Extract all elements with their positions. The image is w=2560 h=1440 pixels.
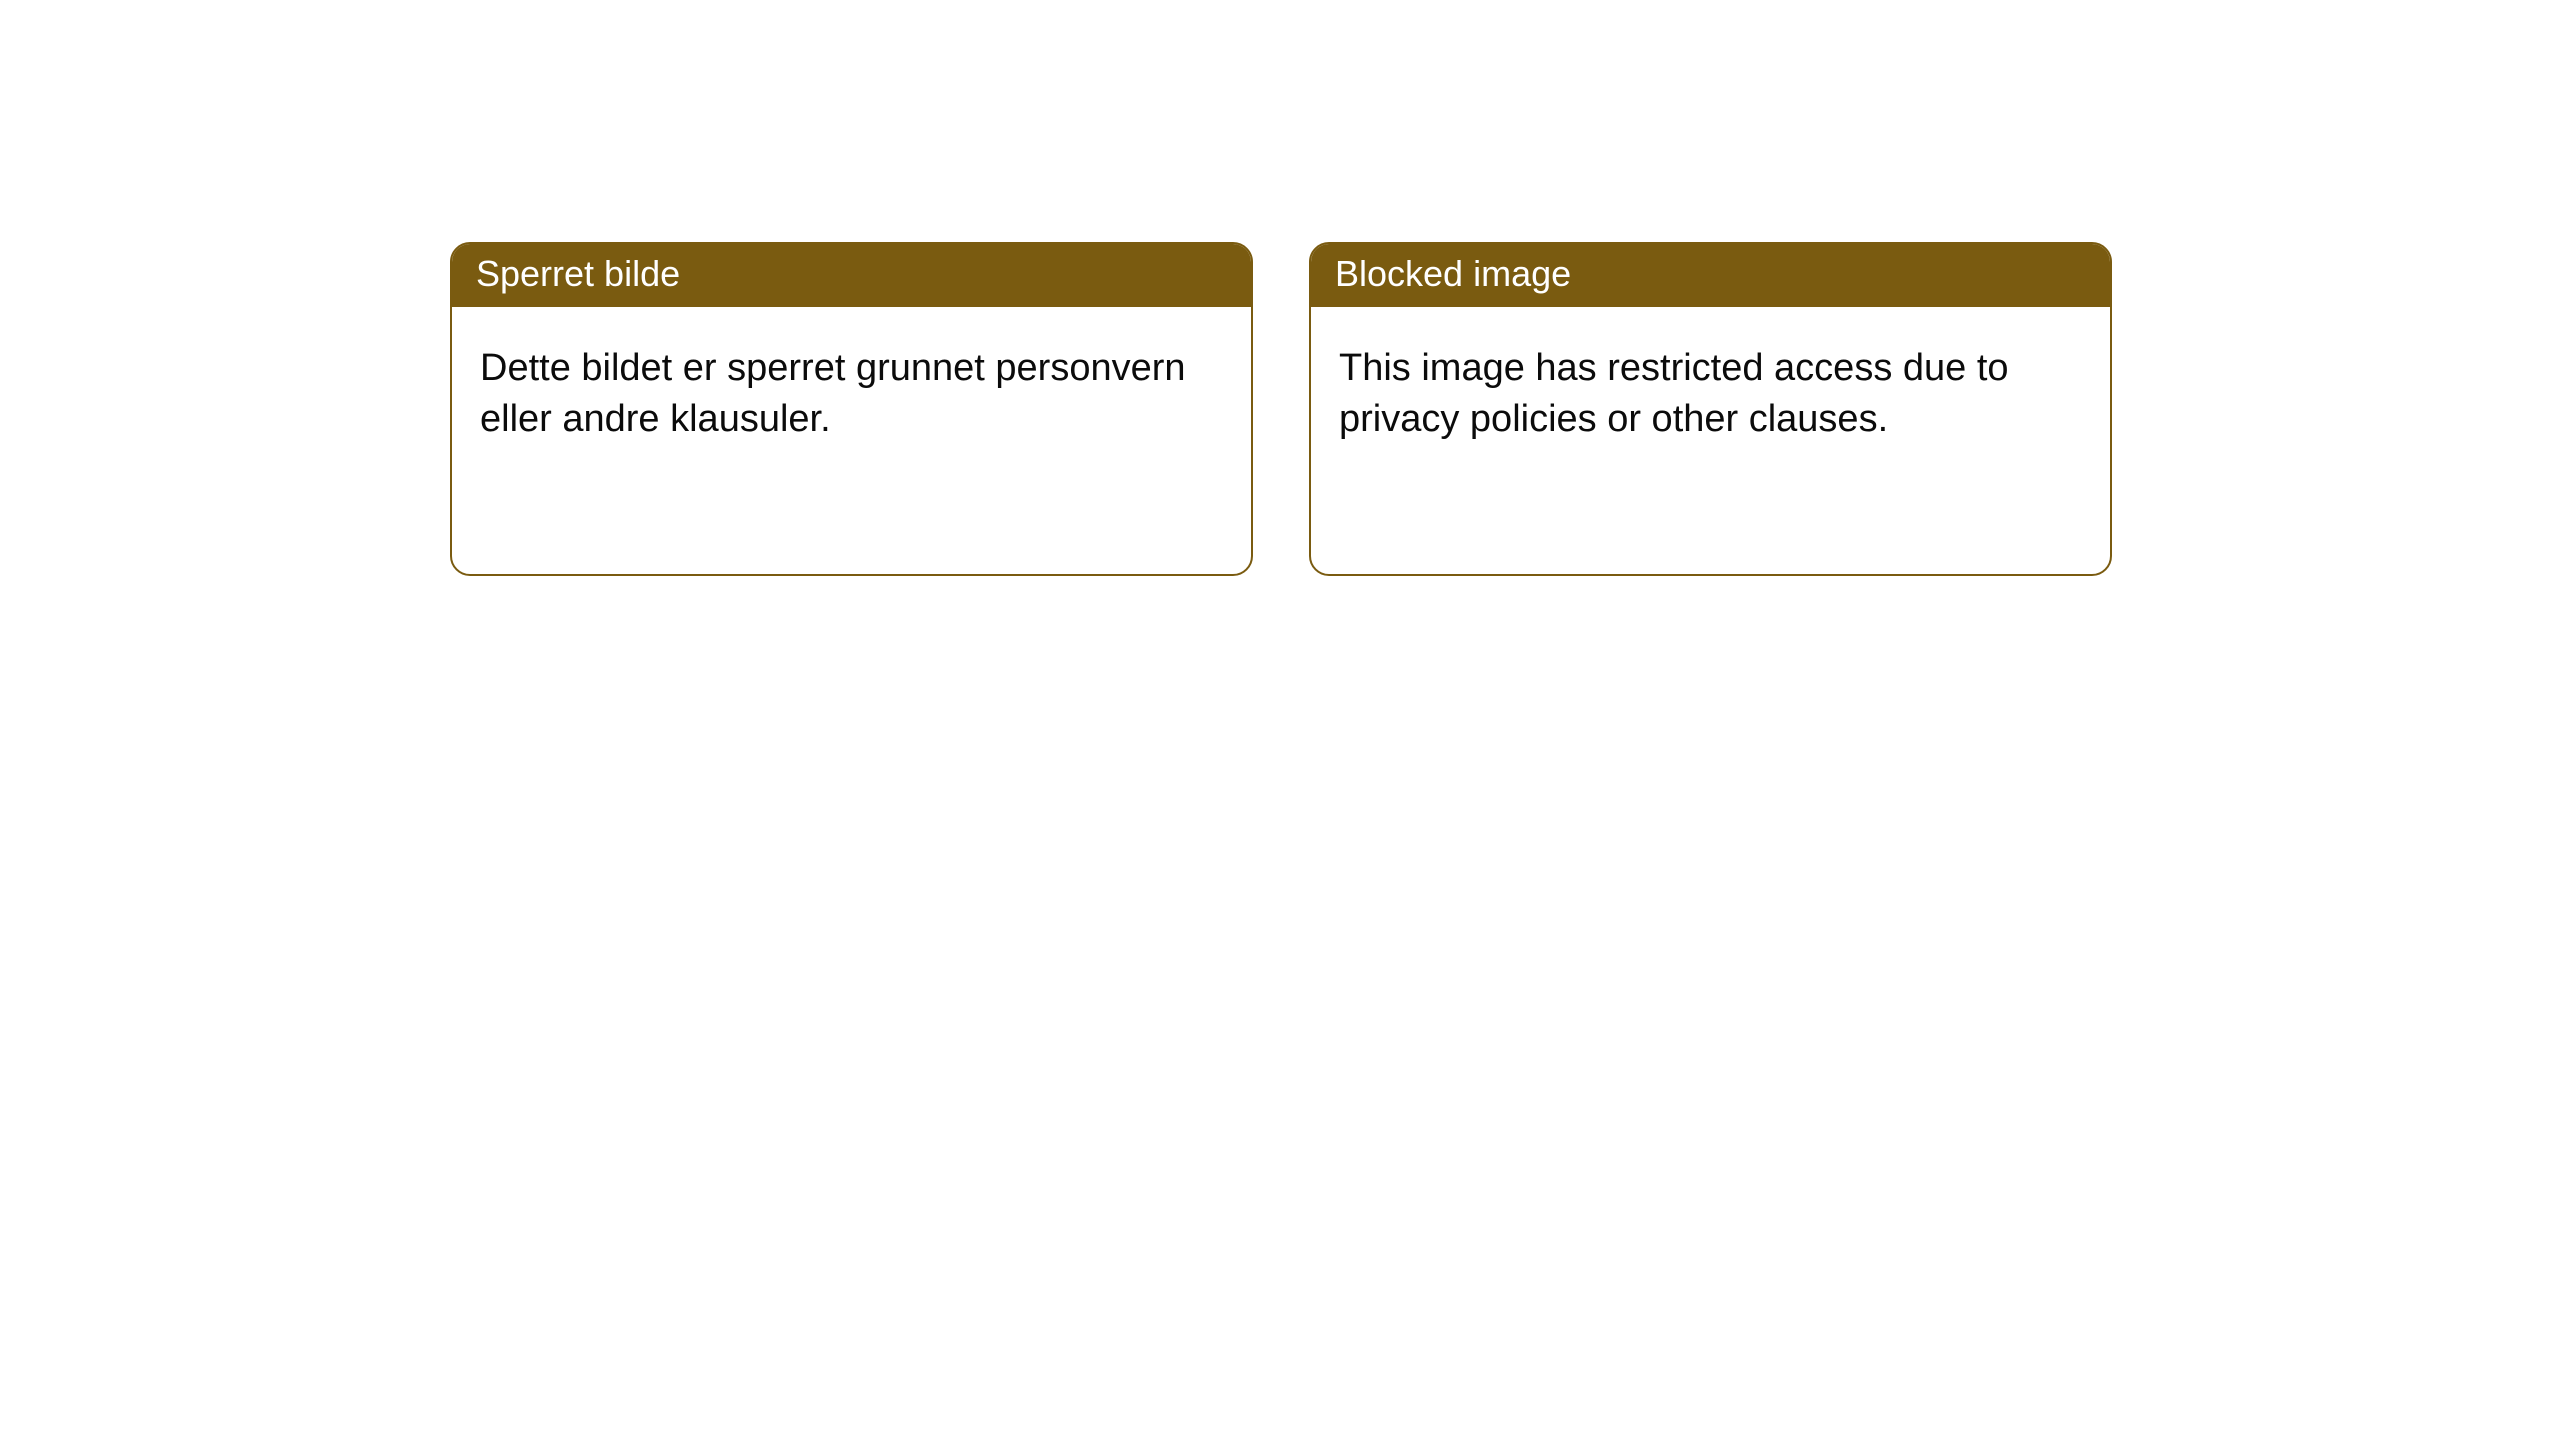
- notice-title: Blocked image: [1311, 244, 2110, 307]
- notice-title: Sperret bilde: [452, 244, 1251, 307]
- notice-container: Sperret bilde Dette bildet er sperret gr…: [0, 0, 2560, 576]
- notice-body: Dette bildet er sperret grunnet personve…: [452, 307, 1251, 482]
- notice-card-norwegian: Sperret bilde Dette bildet er sperret gr…: [450, 242, 1253, 576]
- notice-body: This image has restricted access due to …: [1311, 307, 2110, 482]
- notice-card-english: Blocked image This image has restricted …: [1309, 242, 2112, 576]
